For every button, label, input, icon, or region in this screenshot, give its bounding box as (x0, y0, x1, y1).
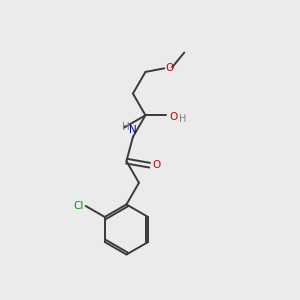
Text: O: O (152, 160, 160, 170)
Text: Cl: Cl (74, 201, 84, 211)
Text: O: O (169, 112, 177, 122)
Text: H: H (122, 122, 129, 132)
Text: O: O (166, 63, 174, 73)
Text: H: H (179, 114, 186, 124)
Text: N: N (129, 125, 137, 136)
